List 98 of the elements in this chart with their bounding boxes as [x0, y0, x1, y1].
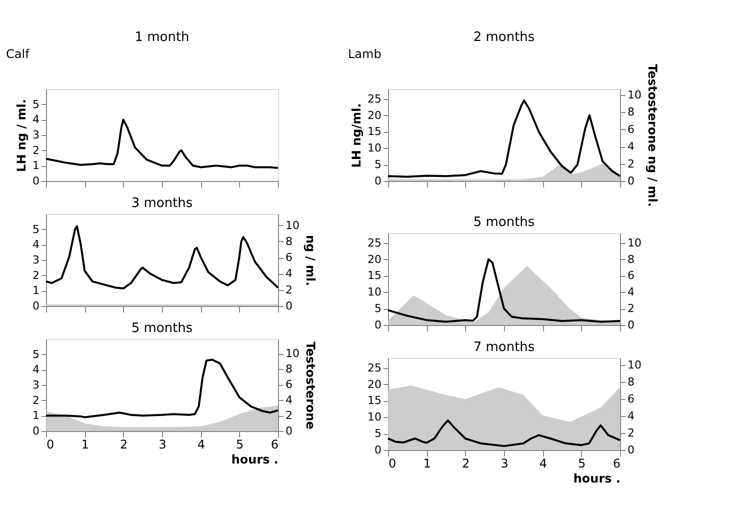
line-series: [387, 100, 621, 178]
y-tick-label: 5: [32, 348, 40, 361]
y2-tick-label: 0: [628, 318, 634, 332]
y-tick-label: 20: [368, 252, 382, 266]
x-tick-label: 2: [462, 456, 470, 470]
y2-tick-label: 8: [628, 376, 634, 389]
y2-tick-label: 0: [628, 174, 634, 188]
y-tick-label: 3: [32, 254, 40, 266]
y2-tick-label: 6: [628, 269, 634, 282]
y-tick-label: 4: [32, 113, 40, 126]
x-tick-label: 1: [81, 438, 89, 452]
y-tick-label: 0: [374, 174, 382, 188]
y2-tick-label: 2: [628, 426, 634, 440]
y-tick-label: 5: [32, 222, 40, 236]
chart-title: 1 month: [134, 30, 190, 45]
y-tick-label: 2: [32, 268, 40, 282]
line-series: [45, 358, 279, 418]
y-tick-label: 0: [374, 318, 382, 332]
y2-tick-label: 4: [286, 267, 292, 280]
x-tick-label: 6: [612, 456, 620, 470]
y2-tick-label: 10: [628, 358, 642, 372]
y-axis-title: LH ng / ml.: [14, 99, 28, 172]
text: Lamb: [348, 47, 382, 61]
y-tick-label: 25: [368, 92, 382, 106]
y-tick-label: 5: [32, 98, 40, 111]
y2-tick-label: 2: [628, 157, 634, 170]
y2-tick-label: 2: [286, 283, 292, 296]
y2-tick-label: 4: [628, 286, 634, 299]
x-tick-label: 6: [270, 438, 278, 452]
y2-axis-title: ng / ml.: [303, 234, 318, 286]
x-axis-title: hours .: [573, 472, 620, 486]
y-tick-label: 3: [32, 378, 40, 392]
x-tick-label: 0: [388, 456, 396, 470]
y-tick-label: 20: [368, 378, 382, 391]
x-tick-label: 4: [539, 456, 547, 470]
y-tick-label: 1: [32, 284, 40, 298]
y-tick-label: 25: [368, 236, 382, 250]
y-tick-label: 15: [368, 125, 382, 138]
x-tick-label: 1: [423, 456, 431, 470]
y-tick-label: 10: [368, 142, 382, 155]
y2-tick-label: 8: [628, 106, 634, 119]
y-tick-label: 15: [368, 394, 382, 408]
y-tick-label: 2: [32, 144, 40, 157]
y2-tick-label: 6: [628, 392, 634, 406]
y2-tick-label: 10: [286, 347, 300, 360]
line-series: [45, 118, 279, 169]
y2-tick-label: 8: [628, 252, 634, 266]
x-tick-label: 5: [578, 456, 586, 470]
line-series: [45, 225, 279, 290]
chart-title: 7 months: [473, 340, 535, 355]
y-tick-label: 10: [368, 410, 382, 424]
chart-title: 5 months: [473, 215, 535, 230]
chart-title: 3 months: [131, 196, 193, 211]
x-axis-title: hours .: [231, 452, 278, 466]
y-tick-label: 5: [374, 158, 382, 172]
y-tick-label: 25: [368, 361, 382, 374]
y-tick-label: 5: [374, 302, 382, 316]
y-tick-label: 4: [32, 363, 40, 376]
y-tick-label: 1: [32, 159, 40, 172]
y-axis-title: LH ng/ml.: [350, 103, 364, 168]
y2-tick-label: 6: [286, 251, 292, 264]
y2-tick-label: 8: [286, 234, 292, 248]
x-tick-label: 4: [197, 438, 205, 452]
y2-tick-label: 2: [286, 409, 292, 422]
y-tick-label: 3: [32, 128, 40, 142]
y-tick-label: 10: [368, 286, 382, 299]
y2-tick-label: 2: [628, 302, 634, 316]
y-tick-label: 2: [32, 394, 40, 407]
y2-tick-label: 4: [286, 394, 292, 407]
y2-tick-label: 10: [628, 236, 642, 250]
y2-tick-label: 10: [628, 88, 642, 102]
y-tick-label: 0: [32, 300, 40, 312]
y-tick-label: 20: [368, 108, 382, 122]
chart-title: 5 months: [131, 321, 193, 336]
x-tick-label: 3: [158, 438, 166, 452]
y2-tick-label: 0: [286, 300, 292, 312]
y2-axis-title: Testosterone ng / ml.: [645, 64, 660, 207]
y-tick-label: 4: [32, 238, 40, 252]
text: Calf: [6, 47, 30, 61]
y2-tick-label: 4: [628, 410, 634, 423]
y2-tick-label: 6: [286, 378, 292, 392]
y2-tick-label: 8: [286, 362, 292, 376]
y-tick-label: 0: [32, 174, 40, 188]
y2-tick-label: 0: [286, 424, 292, 438]
y2-axis-title: Testosterone: [303, 342, 318, 430]
y2-tick-label: 6: [628, 122, 634, 136]
line-series: [387, 419, 621, 448]
y-tick-label: 15: [368, 269, 382, 282]
y2-tick-label: 4: [628, 140, 634, 154]
chart-title: 2 months: [473, 30, 535, 45]
x-tick-label: 3: [500, 456, 508, 470]
y-tick-label: 1: [32, 409, 40, 422]
y-tick-label: 0: [32, 424, 40, 438]
y2-tick-label: 10: [286, 218, 300, 232]
y-tick-label: 5: [374, 427, 382, 440]
x-tick-label: 0: [46, 438, 54, 452]
x-tick-label: 5: [236, 438, 244, 452]
x-tick-label: 2: [120, 438, 128, 452]
